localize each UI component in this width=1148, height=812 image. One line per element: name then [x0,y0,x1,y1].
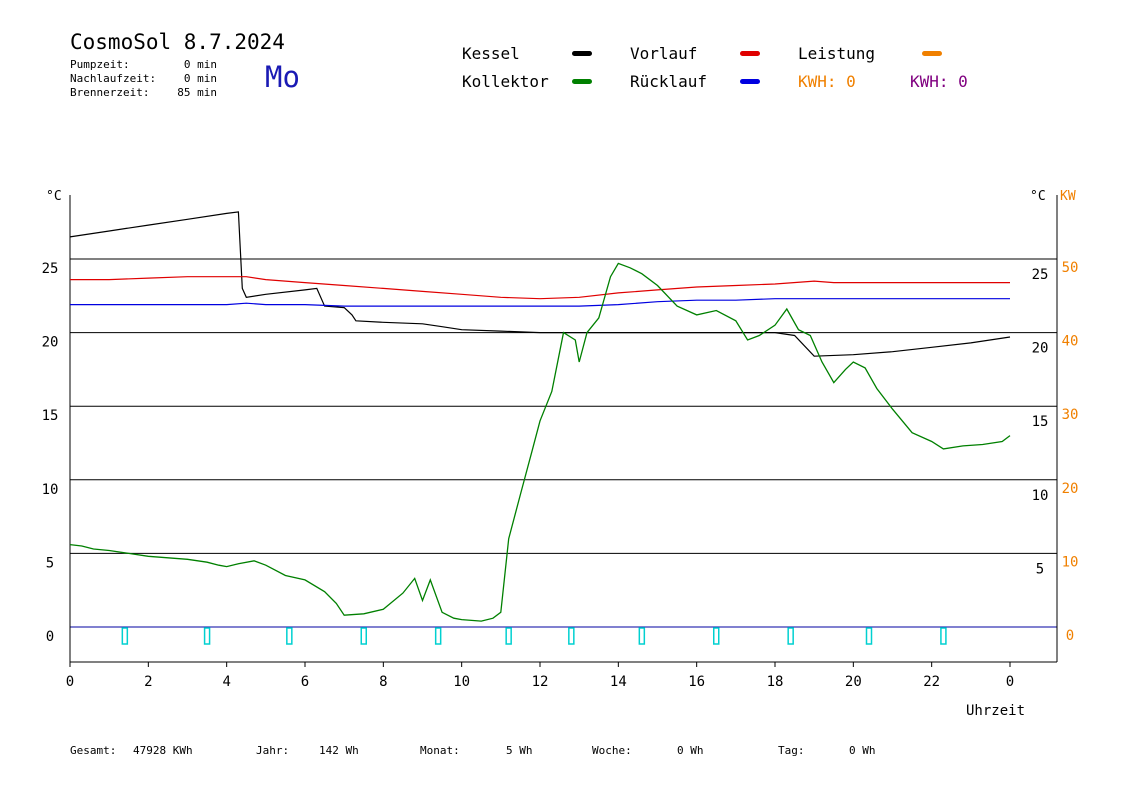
y-axis-unit-right: °C [1030,189,1046,204]
y-axis-unit-kw: KW [1060,189,1076,204]
x-tick-label-3: 6 [301,674,309,690]
legend-ruecklauf-swatch [740,79,760,84]
x-tick-label-11: 22 [923,674,940,690]
x-tick-label-7: 14 [610,674,627,690]
leistung-marker-0 [121,627,129,645]
footer-gesamt-value: 47928 KWh [133,744,193,757]
x-axis-label: Uhrzeit [966,703,1025,719]
legend-ruecklauf-label: Rücklauf [630,72,708,91]
series-line-vorlauf [70,276,1010,300]
y-tick-left-20: 20 [42,335,59,351]
y-tick-kw-30: 30 [1062,407,1079,423]
y-tick-kw-10: 10 [1062,554,1079,570]
stat-value-nachlaufzeit: 0 min [183,72,217,85]
footer-monat-value: 5 Wh [506,744,533,757]
legend-kollektor-label: Kollektor [462,72,549,91]
leistung-marker-8 [713,627,720,645]
leistung-marker-3 [360,627,367,645]
series-line-kessel [69,211,1011,357]
footer-monat-label: Monat: [420,744,460,757]
leistung-marker-11 [940,627,947,645]
leistung-marker-7 [638,627,646,645]
stat-label-brennerzeit: Brennerzeit: [70,86,150,99]
x-tick-label-8: 16 [688,674,705,690]
leistung-marker-5 [505,627,512,645]
legend-kwh-orange: KWH: 0 [798,72,856,91]
leistung-marker-1 [203,627,211,645]
legend-kessel-swatch [572,51,592,56]
y-tick-left-15: 15 [42,408,59,424]
legend-kessel-label: Kessel [462,44,520,63]
legend-kwh-purple: KWH: 0 [910,72,968,91]
y-tick-kw-50: 50 [1062,260,1079,276]
legend-leistung-label: Leistung [798,44,876,63]
x-tick-label-5: 10 [453,674,470,690]
footer-jahr-value: 142 Wh [319,744,359,757]
y-tick-kw-40: 40 [1062,334,1079,350]
stat-label-pumpzeit: Pumpzeit: [70,58,130,71]
leistung-marker-9 [787,627,794,645]
leistung-marker-2 [286,627,293,645]
y-tick-right-25: 25 [1032,267,1049,283]
series-line-kollektor [69,262,1011,622]
stat-label-nachlaufzeit: Nachlaufzeit: [70,72,157,85]
stat-value-pumpzeit: 0 min [183,58,217,71]
x-tick-label-0: 0 [66,674,74,690]
series-line-ruecklauf [70,298,1010,307]
footer-woche-label: Woche: [592,744,632,757]
legend-leistung-swatch [922,51,942,56]
footer-woche-value: 0 Wh [677,744,704,757]
stat-value-brennerzeit: 85 min [177,86,217,99]
legend-kollektor-swatch [572,79,592,84]
x-tick-label-1: 2 [144,674,152,690]
y-tick-left-5: 5 [46,555,54,571]
y-tick-right-20: 20 [1032,341,1049,357]
y-tick-left-25: 25 [42,261,59,277]
legend-vorlauf-label: Vorlauf [630,44,698,63]
footer-gesamt-label: Gesamt: [70,744,117,757]
y-tick-right-5: 5 [1036,561,1044,577]
x-tick-label-10: 20 [845,674,862,690]
y-axis-unit-left: °C [46,189,62,204]
y-tick-right-10: 10 [1032,488,1049,504]
x-tick-label-2: 4 [222,674,230,690]
x-tick-label-9: 18 [767,674,784,690]
y-tick-right-15: 15 [1032,414,1049,430]
leistung-marker-6 [568,627,575,645]
page-title: CosmoSol 8.7.2024 [70,30,285,54]
footer-tag-value: 0 Wh [849,744,876,757]
x-tick-label-4: 8 [379,674,387,690]
x-tick-label-6: 12 [532,674,549,690]
weekday-label: Mo [265,60,300,94]
legend-vorlauf-swatch [740,51,760,56]
y-tick-left-10: 10 [42,482,59,498]
footer-jahr-label: Jahr: [256,744,290,757]
x-tick-label-12: 0 [1006,674,1014,690]
y-tick-left-0: 0 [46,629,54,645]
y-tick-kw-0: 0 [1066,628,1074,644]
footer-tag-label: Tag: [778,744,805,757]
leistung-marker-4 [434,627,442,645]
y-tick-kw-20: 20 [1062,481,1079,497]
leistung-marker-10 [865,627,873,645]
